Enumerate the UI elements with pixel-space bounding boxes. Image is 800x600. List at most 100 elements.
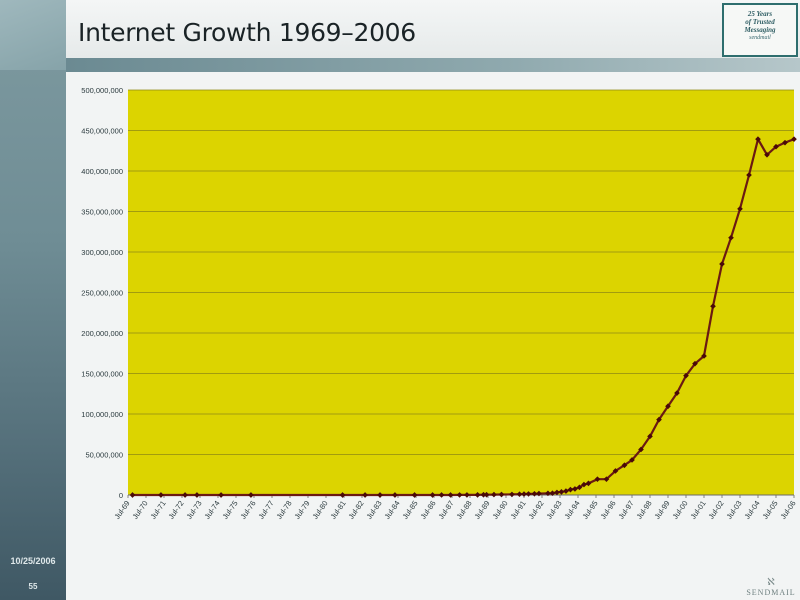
x-tick-label: Jul-89 (473, 499, 492, 521)
slide-title: Internet Growth 1969–2006 (78, 18, 416, 47)
x-tick-label: Jul-96 (599, 499, 618, 521)
data-point (521, 491, 527, 497)
y-tick-label: 0 (119, 491, 123, 500)
data-point (629, 457, 635, 463)
data-point (656, 416, 662, 423)
data-point (581, 481, 587, 488)
x-tick-label: Jul-76 (239, 499, 258, 521)
data-point (158, 492, 164, 498)
x-tick-label: Jul-73 (185, 499, 204, 521)
x-tick-label: Jul-02 (707, 499, 726, 521)
slide-sidebar (0, 0, 66, 600)
data-point (764, 151, 770, 158)
x-tick-label: Jul-82 (347, 499, 366, 521)
data-point (429, 492, 436, 498)
data-point (536, 490, 542, 497)
x-tick-label: Jul-84 (383, 499, 402, 521)
anniversary-badge: 25 Years of Trusted Messaging sendmail (722, 3, 798, 57)
data-point (438, 492, 445, 498)
data-point (572, 486, 578, 492)
data-point (480, 491, 487, 498)
x-tick-label: Jul-71 (149, 499, 168, 521)
data-point (567, 486, 574, 493)
data-point (710, 303, 716, 310)
data-point (411, 492, 418, 498)
x-tick-label: Jul-77 (257, 499, 276, 521)
data-point (674, 390, 680, 396)
data-point (621, 462, 628, 469)
y-tick-label: 200,000,000 (81, 329, 123, 338)
y-tick-label: 100,000,000 (81, 410, 123, 419)
data-point (612, 468, 619, 474)
x-tick-label: Jul-90 (491, 499, 510, 521)
y-tick-label: 350,000,000 (81, 208, 123, 217)
y-axis-ticks: 0 50,000,000 100,000,000 150,000,000 200,000… (81, 86, 123, 500)
x-tick-label: Jul-70 (131, 499, 150, 521)
data-point (248, 492, 254, 498)
x-tick-label: Jul-03 (725, 499, 744, 521)
x-tick-label: Jul-69 (113, 499, 132, 521)
x-tick-label: Jul-79 (293, 499, 312, 521)
x-tick-label: Jul-00 (671, 499, 690, 521)
x-tick-label: Jul-80 (311, 499, 330, 521)
data-point (782, 139, 788, 146)
page-number: 55 (28, 582, 38, 591)
data-point (464, 492, 470, 498)
x-tick-label: Jul-01 (689, 499, 708, 521)
data-point (194, 492, 200, 498)
data-point (483, 491, 490, 498)
data-point (603, 476, 610, 483)
data-point (531, 490, 538, 497)
x-tick-label: Jul-94 (563, 499, 582, 521)
data-point (594, 476, 601, 483)
data-point (474, 492, 481, 498)
y-tick-label: 500,000,000 (81, 86, 123, 95)
badge-signature: sendmail (749, 35, 771, 41)
x-tick-label: Jul-05 (761, 499, 780, 521)
x-axis-ticks: Jul-69Jul-70Jul-71Jul-72Jul-73Jul-74Jul-… (113, 495, 798, 521)
x-tick-label: Jul-83 (365, 499, 384, 521)
x-tick-label: Jul-97 (617, 499, 636, 521)
data-point (737, 206, 743, 212)
data-point (362, 492, 368, 498)
data-point (129, 492, 136, 498)
data-point (447, 492, 454, 498)
data-point (755, 136, 761, 143)
data-point (545, 490, 551, 497)
data-point (558, 489, 565, 495)
data-point (647, 433, 653, 440)
data-point (339, 492, 346, 498)
badge-line-2: of Trusted (745, 18, 775, 26)
x-tick-label: Jul-86 (419, 499, 438, 521)
data-point (509, 491, 515, 498)
y-tick-label: 150,000,000 (81, 370, 123, 379)
badge-line-1: 25 Years (747, 10, 773, 18)
sendmail-swirl-icon: ℵ (767, 577, 775, 588)
data-point (554, 489, 560, 496)
sendmail-wordmark: SENDMAIL (746, 588, 796, 597)
data-point (182, 492, 188, 498)
x-tick-label: Jul-87 (437, 499, 456, 521)
data-point (516, 491, 523, 498)
data-point (638, 446, 644, 453)
x-tick-label: Jul-99 (653, 499, 672, 521)
data-point (665, 403, 671, 410)
data-point (456, 492, 463, 498)
y-tick-label: 250,000,000 (81, 289, 123, 298)
title-band (66, 0, 800, 58)
x-tick-label: Jul-95 (581, 499, 600, 521)
data-point (498, 491, 505, 498)
title-underline-bar (66, 58, 800, 72)
sidebar-corner (0, 0, 66, 70)
y-tick-label: 50,000,000 (85, 451, 123, 460)
data-point (692, 360, 698, 367)
data-point (491, 491, 497, 498)
x-tick-label: Jul-85 (401, 499, 420, 521)
data-point (791, 136, 797, 143)
y-tick-label: 450,000,000 (81, 127, 123, 136)
data-point (683, 372, 689, 379)
y-tick-label: 300,000,000 (81, 248, 123, 257)
x-tick-label: Jul-93 (545, 499, 564, 521)
data-point (585, 480, 592, 487)
